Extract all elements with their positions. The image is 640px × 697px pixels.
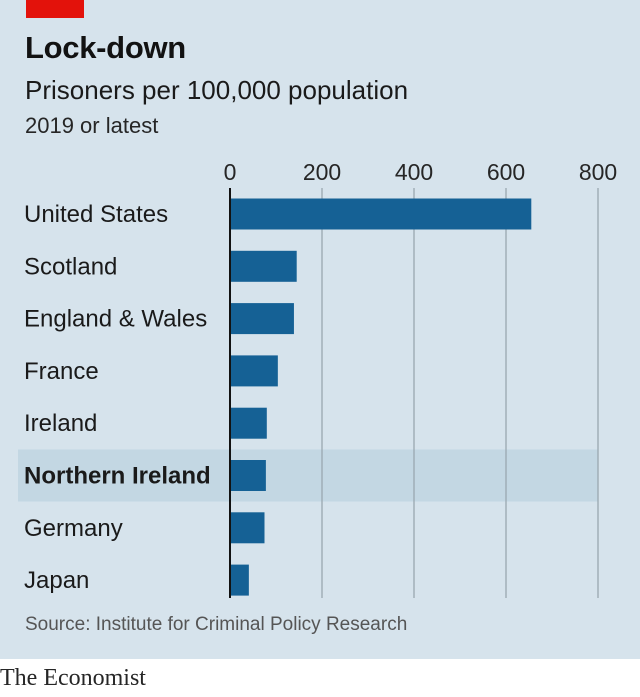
bar-chart: 0 200 400 600 800 United States Scotland Engla… [18, 159, 617, 598]
brand-logo: The Economist [0, 665, 146, 691]
bar [230, 355, 278, 387]
x-tick-label: 600 [487, 159, 525, 185]
x-tick-label: 0 [224, 159, 237, 185]
category-label: Japan [24, 567, 89, 594]
category-label: Germany [24, 515, 123, 542]
bar [230, 407, 267, 439]
bar [230, 198, 532, 230]
chart-subtitle: Prisoners per 100,000 population [25, 75, 409, 105]
x-tick-label: 400 [395, 159, 433, 185]
x-tick-label: 800 [579, 159, 617, 185]
chart-note: 2019 or latest [25, 113, 159, 138]
category-label: Ireland [24, 410, 97, 437]
bar [230, 303, 294, 335]
x-tick-label: 200 [303, 159, 341, 185]
bar [230, 460, 266, 491]
bar [230, 564, 249, 596]
source-note: Source: Institute for Criminal Policy Re… [25, 614, 408, 635]
chart-panel: Lock-down Prisoners per 100,000 populati… [0, 0, 640, 659]
category-label: France [24, 358, 99, 385]
category-label: Scotland [24, 253, 117, 280]
category-label: Northern Ireland [24, 463, 211, 490]
red-accent-tag [26, 0, 84, 18]
bar [230, 512, 265, 544]
bar [230, 250, 297, 282]
chart-title: Lock-down [25, 30, 186, 65]
category-label: England & Wales [24, 306, 207, 333]
highlight-band [18, 449, 598, 502]
category-label: United States [24, 201, 168, 228]
